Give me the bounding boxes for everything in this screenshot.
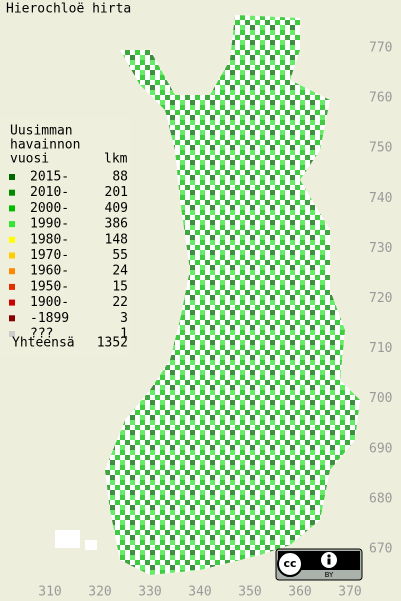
legend-label: 2015- [30, 170, 69, 185]
x-tick-label: 310 [38, 585, 61, 600]
title: Hierochloë hirta [6, 2, 131, 17]
legend-label: 1970- [30, 248, 69, 263]
legend-count: 201 [105, 185, 128, 200]
x-tick-label: 350 [238, 585, 261, 600]
legend-shade [0, 118, 130, 358]
legend-swatch [9, 268, 15, 275]
y-tick-label: 770 [369, 41, 392, 56]
legend-swatch [9, 221, 15, 228]
legend-heading: vuosi [10, 152, 49, 167]
y-tick-label: 760 [369, 91, 392, 106]
legend-label: 2000- [30, 201, 69, 216]
x-tick-label: 340 [188, 585, 211, 600]
legend-count: 15 [112, 279, 128, 294]
legend-heading: Uusimman [10, 124, 73, 139]
legend-label: 1900- [30, 295, 69, 310]
x-tick-label: 360 [288, 585, 311, 600]
legend-label: 1980- [30, 232, 69, 247]
legend-swatch [9, 189, 15, 196]
legend-swatch [9, 252, 15, 259]
legend-count: 148 [105, 232, 128, 247]
x-tick-label: 330 [138, 585, 161, 600]
y-tick-label: 700 [369, 391, 392, 406]
legend-swatch [9, 205, 15, 212]
y-tick-label: 710 [369, 341, 392, 356]
legend-count-heading: lkm [104, 152, 128, 167]
y-tick-label: 690 [369, 441, 392, 456]
cc-text: cc [283, 557, 296, 570]
total-value: 1352 [97, 336, 128, 351]
legend-count: 386 [105, 217, 128, 232]
legend-swatch [9, 174, 15, 180]
legend-label: 1950- [30, 279, 69, 294]
total-label: Yhteensä [12, 336, 75, 351]
legend-swatch [9, 315, 15, 322]
legend-swatch [9, 236, 15, 243]
legend-label: ??? [30, 327, 53, 342]
x-tick-label: 320 [88, 585, 111, 600]
by-text: BY [325, 571, 334, 579]
legend-count: 88 [112, 170, 128, 185]
y-tick-label: 670 [369, 542, 392, 557]
y-tick-label: 750 [369, 141, 392, 156]
cc-badge: cc BY [275, 548, 363, 581]
y-tick-label: 730 [369, 241, 392, 256]
aland [55, 530, 97, 550]
legend-count: 1 [120, 327, 128, 342]
legend-swatch [9, 331, 15, 337]
axis-ticks: 310 320 330 340 350 360 370 670 680 690 700 710 720 7… [38, 41, 392, 600]
legend-label: 1990- [30, 217, 69, 232]
legend-count: 3 [120, 311, 128, 326]
legend-count: 409 [105, 201, 128, 216]
y-tick-label: 720 [369, 291, 392, 306]
legend-label: -1899 [30, 311, 69, 326]
legend-swatch [9, 283, 15, 290]
x-tick-label: 370 [338, 585, 361, 600]
legend-count: 22 [112, 295, 128, 310]
legend-count: 24 [112, 264, 128, 279]
legend-swatch [9, 299, 15, 306]
y-tick-label: 680 [369, 491, 392, 506]
y-tick-label: 740 [369, 191, 392, 206]
legend-label: 1960- [30, 264, 69, 279]
legend-heading: havainnon [10, 138, 80, 153]
legend-count: 55 [112, 248, 128, 263]
legend-label: 2010- [30, 185, 69, 200]
